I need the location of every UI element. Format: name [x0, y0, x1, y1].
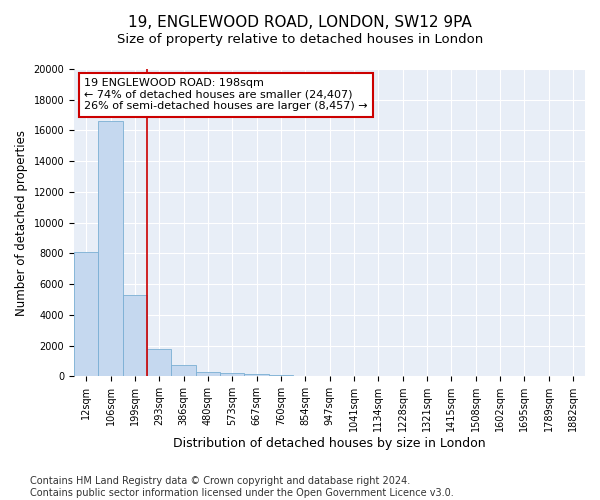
Text: Contains HM Land Registry data © Crown copyright and database right 2024.
Contai: Contains HM Land Registry data © Crown c…	[30, 476, 454, 498]
Bar	[98, 121, 122, 376]
Bar	[172, 364, 196, 376]
Bar	[122, 295, 147, 376]
Bar	[74, 252, 98, 376]
Bar	[244, 374, 269, 376]
Text: Size of property relative to detached houses in London: Size of property relative to detached ho…	[117, 32, 483, 46]
Text: 19 ENGLEWOOD ROAD: 198sqm
← 74% of detached houses are smaller (24,407)
26% of s: 19 ENGLEWOOD ROAD: 198sqm ← 74% of detac…	[84, 78, 368, 112]
Bar	[147, 348, 172, 376]
Bar	[269, 374, 293, 376]
Bar	[196, 372, 220, 376]
Y-axis label: Number of detached properties: Number of detached properties	[15, 130, 28, 316]
X-axis label: Distribution of detached houses by size in London: Distribution of detached houses by size …	[173, 437, 486, 450]
Text: 19, ENGLEWOOD ROAD, LONDON, SW12 9PA: 19, ENGLEWOOD ROAD, LONDON, SW12 9PA	[128, 15, 472, 30]
Bar	[220, 373, 244, 376]
